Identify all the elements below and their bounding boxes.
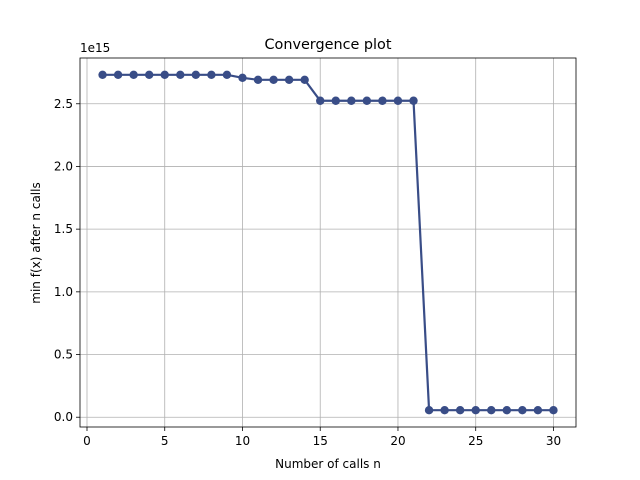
- point: [98, 70, 107, 80]
- point: [331, 96, 340, 105]
- point: [176, 70, 185, 80]
- point: [144, 70, 154, 80]
- point: [502, 405, 512, 415]
- point: [424, 405, 434, 415]
- point: [471, 405, 480, 415]
- x-axis-label: Number of calls n: [275, 457, 381, 471]
- point: [253, 75, 263, 85]
- point: [455, 405, 465, 415]
- point: [222, 70, 232, 80]
- point: [549, 405, 558, 415]
- point: [487, 405, 496, 415]
- y-offset-label: 1e15: [80, 41, 110, 55]
- point: [316, 96, 325, 105]
- point: [300, 75, 309, 85]
- point: [113, 70, 123, 80]
- point: [518, 405, 527, 415]
- chart-title: Convergence plot: [264, 37, 391, 53]
- y-tick-label: 1.5: [54, 222, 73, 236]
- point: [238, 73, 247, 83]
- x-tick-label: 15: [313, 434, 328, 448]
- point: [347, 96, 356, 105]
- y-tick-label: 0.5: [54, 348, 73, 362]
- point: [129, 70, 138, 80]
- point: [440, 405, 449, 415]
- y-tick-label: 2.0: [54, 159, 73, 173]
- x-tick-label: 5: [161, 434, 169, 448]
- point: [191, 70, 201, 80]
- point: [207, 70, 216, 80]
- x-tick-label: 0: [83, 434, 91, 448]
- point: [269, 75, 278, 85]
- x-tick-label: 25: [468, 434, 483, 448]
- point: [160, 70, 169, 80]
- x-tick-label: 10: [235, 434, 250, 448]
- y-tick-label: 1.0: [54, 285, 73, 299]
- x-tick-label: 30: [546, 434, 561, 448]
- point: [393, 96, 403, 105]
- point: [378, 96, 387, 105]
- x-tick-label: 20: [390, 434, 405, 448]
- line: [102, 73, 554, 412]
- point: [362, 96, 372, 105]
- y-tick-label: 0.0: [54, 410, 73, 424]
- plot-frame: [79, 57, 577, 428]
- y-axis-label: min f(x) after n calls: [29, 182, 43, 303]
- point: [284, 75, 294, 85]
- point: [533, 405, 543, 415]
- point: [409, 96, 418, 105]
- y-tick-label: 2.5: [54, 97, 73, 111]
